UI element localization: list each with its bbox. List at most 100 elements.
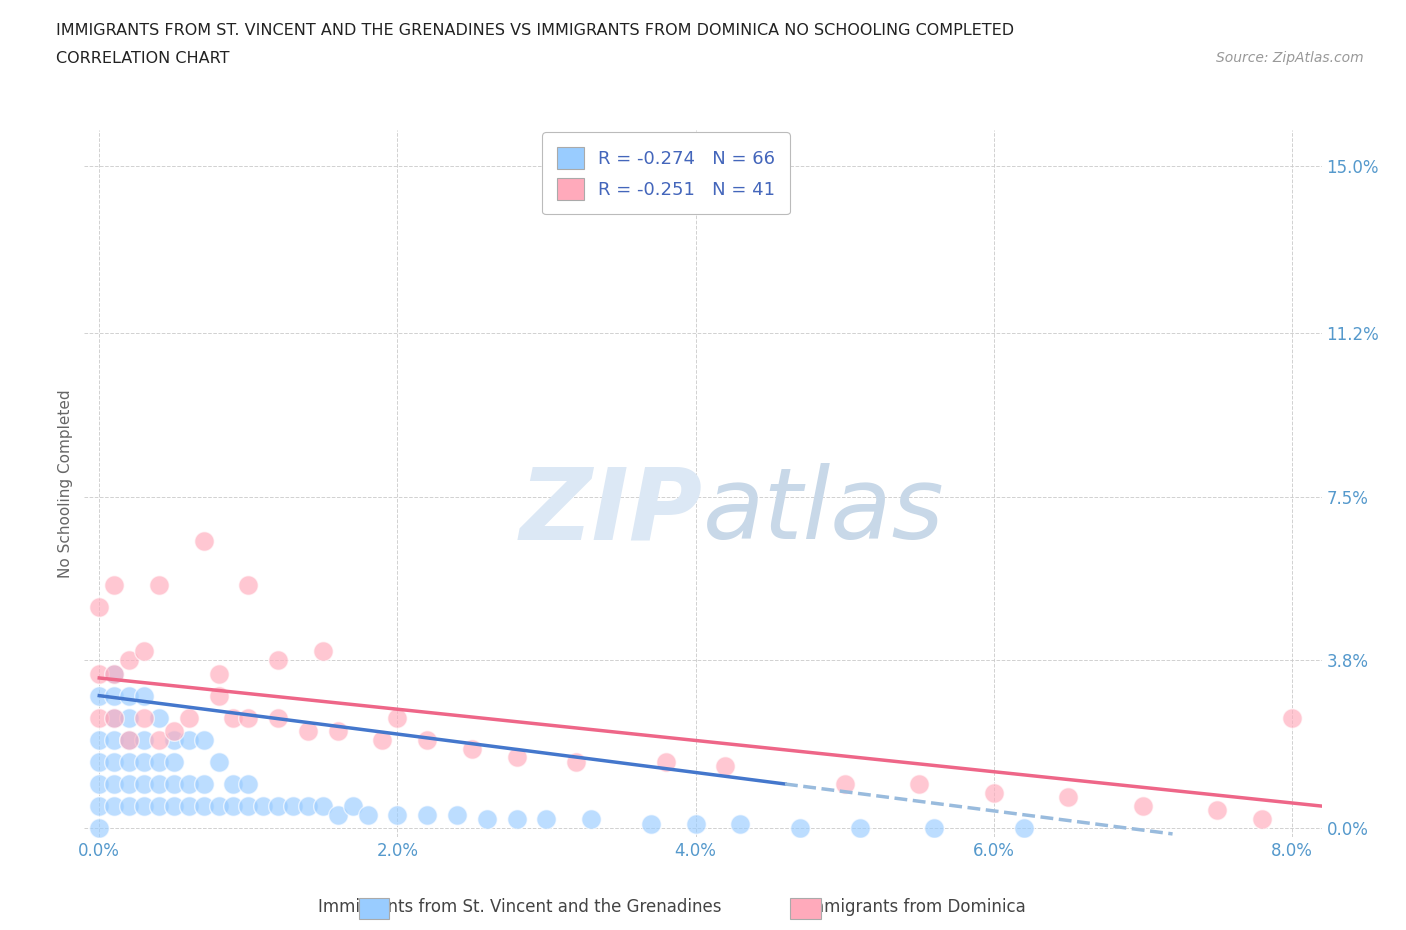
Point bbox=[297, 724, 319, 738]
Point bbox=[177, 799, 200, 814]
Point bbox=[207, 688, 229, 703]
Point bbox=[371, 733, 394, 748]
Point bbox=[163, 799, 186, 814]
Point bbox=[356, 807, 378, 822]
Point bbox=[103, 666, 125, 681]
Point bbox=[89, 688, 111, 703]
Point bbox=[475, 812, 498, 827]
Point bbox=[983, 785, 1005, 800]
Point bbox=[118, 711, 141, 725]
Point bbox=[177, 733, 200, 748]
Point bbox=[163, 724, 186, 738]
Legend: R = -0.274   N = 66, R = -0.251   N = 41: R = -0.274 N = 66, R = -0.251 N = 41 bbox=[543, 132, 790, 214]
Point bbox=[89, 666, 111, 681]
Point bbox=[118, 754, 141, 769]
Point bbox=[922, 821, 945, 836]
Point bbox=[238, 578, 260, 592]
Point bbox=[118, 653, 141, 668]
Point bbox=[267, 711, 290, 725]
Point bbox=[132, 799, 155, 814]
Point bbox=[89, 754, 111, 769]
Text: IMMIGRANTS FROM ST. VINCENT AND THE GRENADINES VS IMMIGRANTS FROM DOMINICA NO SC: IMMIGRANTS FROM ST. VINCENT AND THE GREN… bbox=[56, 23, 1014, 38]
Point bbox=[89, 799, 111, 814]
Point bbox=[1251, 812, 1274, 827]
Point bbox=[267, 653, 290, 668]
Point bbox=[118, 688, 141, 703]
Point bbox=[1281, 711, 1303, 725]
Point bbox=[387, 807, 409, 822]
Point bbox=[714, 759, 737, 774]
Point bbox=[148, 754, 170, 769]
Point bbox=[654, 754, 676, 769]
Point bbox=[103, 754, 125, 769]
Point bbox=[326, 807, 349, 822]
Point bbox=[177, 777, 200, 791]
Point bbox=[222, 711, 245, 725]
Point bbox=[148, 578, 170, 592]
Point bbox=[89, 733, 111, 748]
Point bbox=[89, 821, 111, 836]
Point bbox=[908, 777, 931, 791]
Point bbox=[103, 578, 125, 592]
Point bbox=[193, 777, 215, 791]
Point bbox=[103, 711, 125, 725]
Point bbox=[148, 733, 170, 748]
Point bbox=[640, 817, 662, 831]
Point bbox=[446, 807, 468, 822]
Point bbox=[730, 817, 752, 831]
Text: ZIP: ZIP bbox=[520, 463, 703, 561]
Point bbox=[132, 754, 155, 769]
Point bbox=[238, 777, 260, 791]
Point bbox=[118, 733, 141, 748]
Text: CORRELATION CHART: CORRELATION CHART bbox=[56, 51, 229, 66]
Point bbox=[565, 754, 588, 769]
Point bbox=[387, 711, 409, 725]
Point bbox=[148, 777, 170, 791]
Point bbox=[536, 812, 558, 827]
Point bbox=[416, 807, 439, 822]
Point bbox=[177, 711, 200, 725]
Point bbox=[505, 812, 527, 827]
Point bbox=[505, 750, 527, 764]
Point bbox=[118, 799, 141, 814]
Point bbox=[103, 799, 125, 814]
Text: atlas: atlas bbox=[703, 463, 945, 561]
Point bbox=[89, 711, 111, 725]
Point bbox=[312, 644, 335, 658]
Point bbox=[222, 777, 245, 791]
Point bbox=[1206, 804, 1229, 818]
Y-axis label: No Schooling Completed: No Schooling Completed bbox=[58, 390, 73, 578]
Point bbox=[238, 711, 260, 725]
Point bbox=[789, 821, 811, 836]
Point bbox=[163, 754, 186, 769]
Point bbox=[267, 799, 290, 814]
Point bbox=[118, 777, 141, 791]
Point bbox=[342, 799, 364, 814]
Point bbox=[312, 799, 335, 814]
Point bbox=[103, 688, 125, 703]
Text: Immigrants from St. Vincent and the Grenadines: Immigrants from St. Vincent and the Gren… bbox=[319, 897, 721, 916]
Point bbox=[103, 733, 125, 748]
Point bbox=[148, 799, 170, 814]
Point bbox=[163, 733, 186, 748]
Point bbox=[222, 799, 245, 814]
Point bbox=[163, 777, 186, 791]
Point bbox=[326, 724, 349, 738]
Text: Immigrants from Dominica: Immigrants from Dominica bbox=[803, 897, 1025, 916]
Point bbox=[132, 777, 155, 791]
Point bbox=[132, 644, 155, 658]
Point bbox=[103, 666, 125, 681]
Point bbox=[207, 666, 229, 681]
Point bbox=[103, 711, 125, 725]
Point bbox=[238, 799, 260, 814]
Point bbox=[148, 711, 170, 725]
Point bbox=[193, 733, 215, 748]
Point bbox=[685, 817, 707, 831]
Point bbox=[834, 777, 856, 791]
Point bbox=[252, 799, 274, 814]
Point bbox=[1132, 799, 1154, 814]
Point bbox=[89, 777, 111, 791]
Point bbox=[461, 741, 484, 756]
Point bbox=[1012, 821, 1035, 836]
Point bbox=[207, 799, 229, 814]
